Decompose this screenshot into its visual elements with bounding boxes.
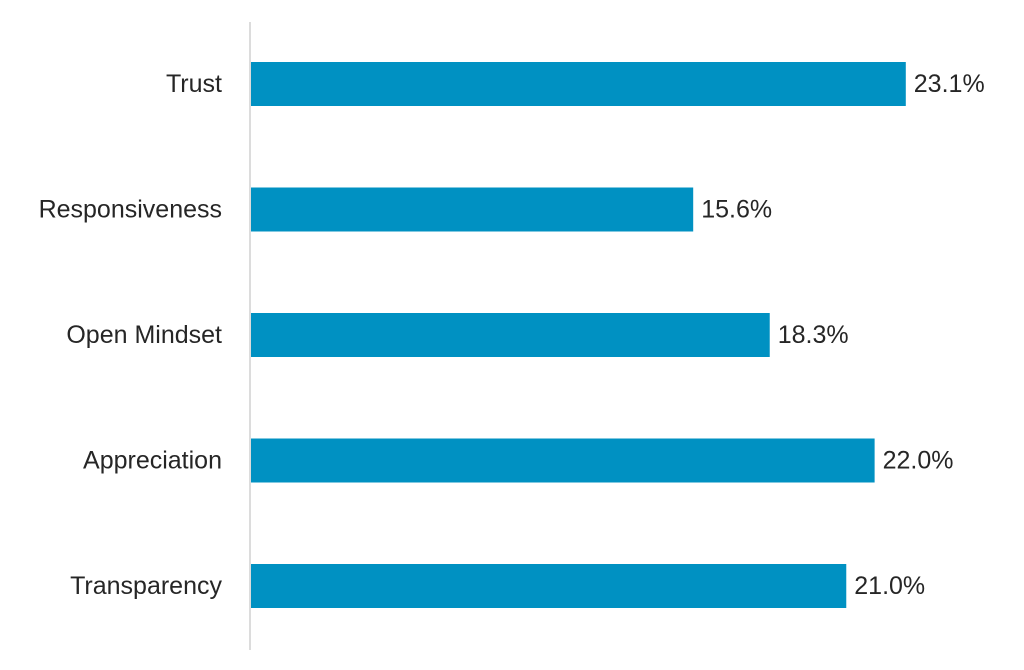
category-label-appreciation: Appreciation: [83, 447, 222, 475]
value-label-transparency: 21.0%: [854, 572, 925, 600]
bar-appreciation: [251, 438, 875, 483]
value-labels-group: 23.1% 15.6% 18.3% 22.0% 21.0%: [701, 70, 984, 600]
bar-trust: [251, 62, 906, 106]
bar-transparency: [251, 564, 847, 608]
category-label-transparency: Transparency: [70, 572, 222, 600]
value-label-responsiveness: 15.6%: [701, 196, 772, 224]
bar-open-mindset: [251, 313, 770, 357]
category-label-trust: Trust: [166, 70, 222, 98]
value-label-open-mindset: 18.3%: [778, 321, 849, 349]
category-label-responsiveness: Responsiveness: [39, 196, 222, 224]
value-label-appreciation: 22.0%: [883, 447, 954, 475]
bar-responsiveness: [251, 187, 694, 232]
bars-group: [251, 62, 906, 608]
category-label-open-mindset: Open Mindset: [66, 321, 222, 349]
category-labels-group: Trust Responsiveness Open Mindset Appreciat…: [39, 70, 223, 600]
value-label-trust: 23.1%: [914, 70, 985, 98]
